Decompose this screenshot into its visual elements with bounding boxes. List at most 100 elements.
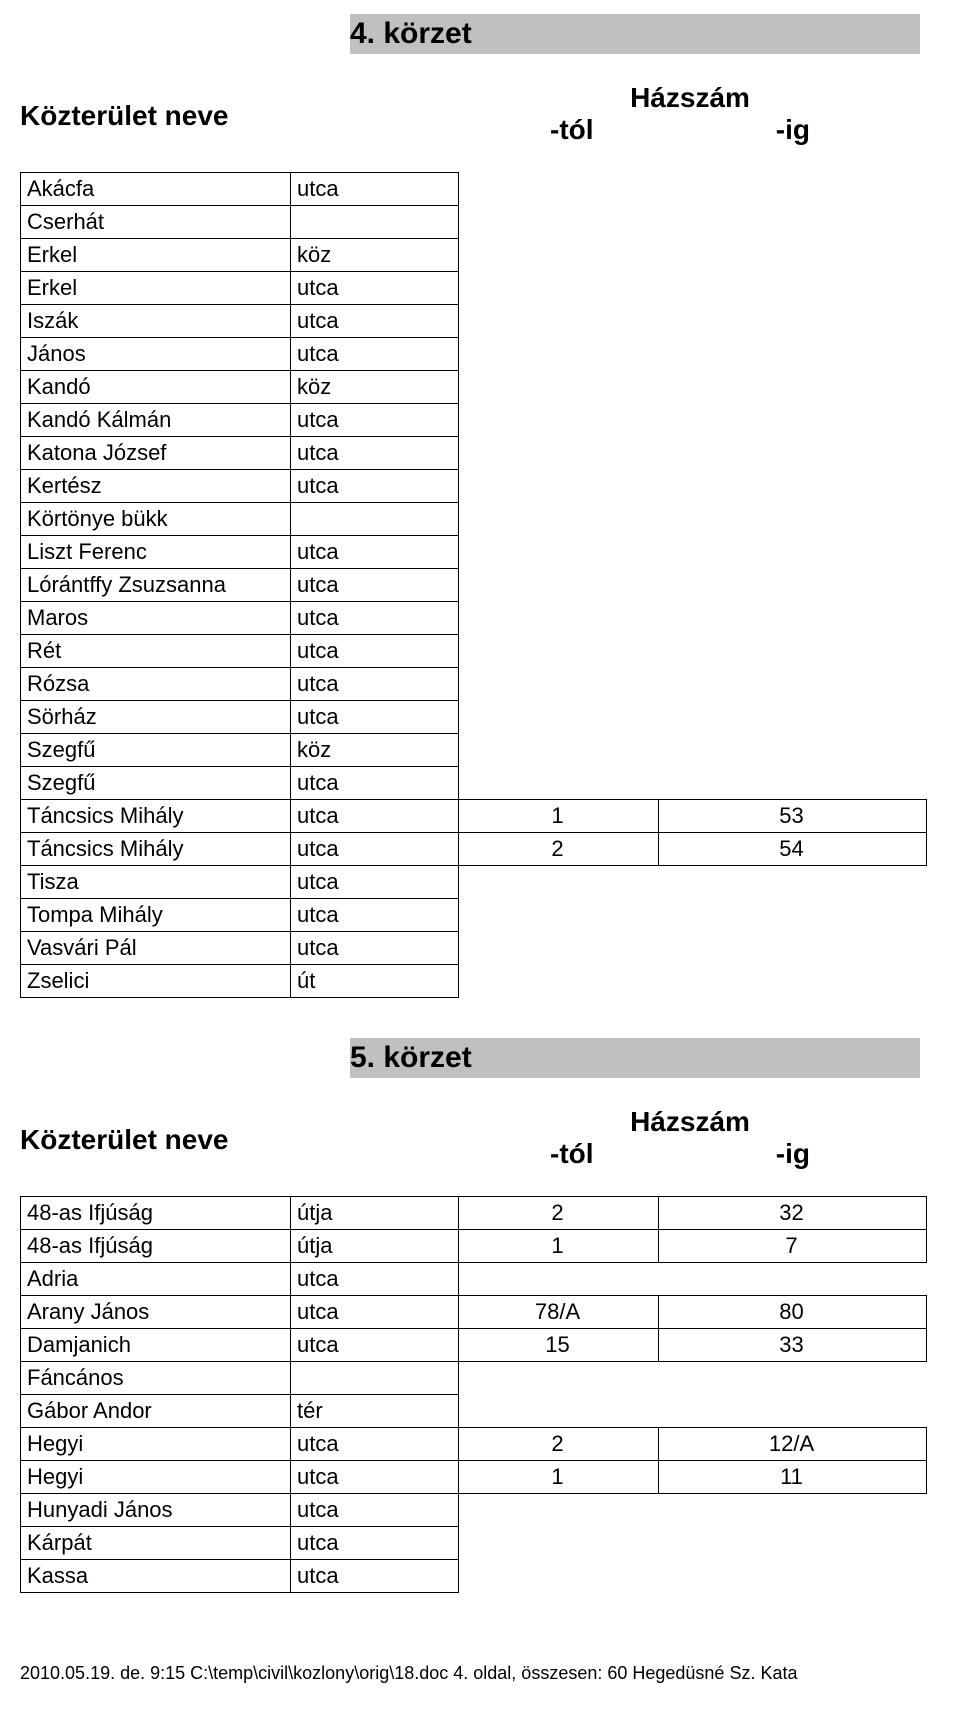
house-from-cell: 1 [459, 1230, 659, 1263]
table-row: Tompa Mihályutca [21, 899, 927, 932]
street-name-cell: Erkel [21, 272, 291, 305]
heading-hazszam: Házszám [480, 1106, 900, 1138]
street-type-cell: utca [291, 1263, 459, 1296]
street-type-cell: utca [291, 305, 459, 338]
street-type-cell: utca [291, 1428, 459, 1461]
street-name-cell: Kandó [21, 371, 291, 404]
street-type-cell: útja [291, 1197, 459, 1230]
table-row: Marosutca [21, 602, 927, 635]
table-row: Hegyiutca111 [21, 1461, 927, 1494]
street-name-cell: Zselici [21, 965, 291, 998]
house-from-cell: 2 [459, 833, 659, 866]
street-type-cell: utca [291, 338, 459, 371]
street-name-cell: Tompa Mihály [21, 899, 291, 932]
section-4-headings: Közterület neve Házszám -tól -ig [20, 82, 960, 146]
street-name-cell: Liszt Ferenc [21, 536, 291, 569]
house-to-cell: 80 [659, 1296, 927, 1329]
table-row: Szegfűköz [21, 734, 927, 767]
street-type-cell: utca [291, 602, 459, 635]
table-row: Szegfűutca [21, 767, 927, 800]
street-name-cell: Erkel [21, 239, 291, 272]
heading-house-number: Házszám -tól -ig [480, 82, 900, 146]
table-row: Arany Jánosutca78/A80 [21, 1296, 927, 1329]
section-5-table: 48-as Ifjúságútja23248-as Ifjúságútja17A… [20, 1196, 927, 1593]
table-row: Körtönye bükk [21, 503, 927, 536]
street-name-cell: Kertész [21, 470, 291, 503]
street-type-cell: utca [291, 1296, 459, 1329]
page-footer: 2010.05.19. de. 9:15 C:\temp\civil\kozlo… [20, 1663, 960, 1684]
street-name-cell: Gábor Andor [21, 1395, 291, 1428]
table-row: Erkelköz [21, 239, 927, 272]
heading-street-name: Közterület neve [20, 1106, 480, 1156]
street-type-cell: utca [291, 701, 459, 734]
street-type-cell: utca [291, 569, 459, 602]
street-type-cell: utca [291, 1560, 459, 1593]
street-type-cell: utca [291, 470, 459, 503]
street-type-cell: utca [291, 536, 459, 569]
house-to-cell: 32 [659, 1197, 927, 1230]
street-name-cell: Damjanich [21, 1329, 291, 1362]
street-type-cell: utca [291, 1494, 459, 1527]
section-5-headings: Közterület neve Házszám -tól -ig [20, 1106, 960, 1170]
table-row: Sörházutca [21, 701, 927, 734]
table-row: Gábor Andortér [21, 1395, 927, 1428]
house-to-cell: 7 [659, 1230, 927, 1263]
heading-to: -ig [776, 114, 810, 146]
street-type-cell: utca [291, 668, 459, 701]
section-5-title: 5. körzet [350, 1038, 920, 1078]
street-type-cell: utca [291, 404, 459, 437]
street-name-cell: Kassa [21, 1560, 291, 1593]
table-row: Katona Józsefutca [21, 437, 927, 470]
street-name-cell: Körtönye bükk [21, 503, 291, 536]
street-type-cell: köz [291, 239, 459, 272]
street-type-cell: utca [291, 1527, 459, 1560]
table-row: Liszt Ferencutca [21, 536, 927, 569]
street-name-cell: Kárpát [21, 1527, 291, 1560]
table-row: Rózsautca [21, 668, 927, 701]
heading-from: -tól [550, 1138, 594, 1170]
table-row: Kassautca [21, 1560, 927, 1593]
street-name-cell: 48-as Ifjúság [21, 1197, 291, 1230]
street-name-cell: Hegyi [21, 1461, 291, 1494]
table-row: Vasvári Pálutca [21, 932, 927, 965]
table-row: 48-as Ifjúságútja232 [21, 1197, 927, 1230]
table-row: Damjanichutca1533 [21, 1329, 927, 1362]
page: 4. körzet Közterület neve Házszám -tól -… [0, 14, 960, 1731]
street-type-cell: útja [291, 1230, 459, 1263]
table-row: Iszákutca [21, 305, 927, 338]
street-name-cell: Cserhát [21, 206, 291, 239]
street-type-cell: út [291, 965, 459, 998]
table-row: Tiszautca [21, 866, 927, 899]
street-name-cell: Rózsa [21, 668, 291, 701]
street-name-cell: Kandó Kálmán [21, 404, 291, 437]
street-name-cell: Katona József [21, 437, 291, 470]
table-row: Lórántffy Zsuzsannautca [21, 569, 927, 602]
house-from-cell: 2 [459, 1197, 659, 1230]
street-name-cell: Hegyi [21, 1428, 291, 1461]
street-name-cell: Iszák [21, 305, 291, 338]
heading-hazszam: Házszám [480, 82, 900, 114]
house-to-cell: 33 [659, 1329, 927, 1362]
street-name-cell: Arany János [21, 1296, 291, 1329]
table-row: Cserhát [21, 206, 927, 239]
street-type-cell [291, 1362, 459, 1395]
house-from-cell: 78/A [459, 1296, 659, 1329]
table-row: 48-as Ifjúságútja17 [21, 1230, 927, 1263]
street-name-cell: János [21, 338, 291, 371]
house-from-cell: 2 [459, 1428, 659, 1461]
table-row: Jánosutca [21, 338, 927, 371]
street-name-cell: Tisza [21, 866, 291, 899]
table-row: Kertészutca [21, 470, 927, 503]
house-to-cell: 54 [659, 833, 927, 866]
table-row: Fáncános [21, 1362, 927, 1395]
table-row: Kandó Kálmánutca [21, 404, 927, 437]
street-type-cell [291, 503, 459, 536]
house-from-cell: 15 [459, 1329, 659, 1362]
street-type-cell: utca [291, 1461, 459, 1494]
street-name-cell: Szegfű [21, 734, 291, 767]
street-type-cell: utca [291, 833, 459, 866]
house-to-cell: 11 [659, 1461, 927, 1494]
street-type-cell: köz [291, 371, 459, 404]
street-type-cell: utca [291, 932, 459, 965]
house-to-cell: 12/A [659, 1428, 927, 1461]
